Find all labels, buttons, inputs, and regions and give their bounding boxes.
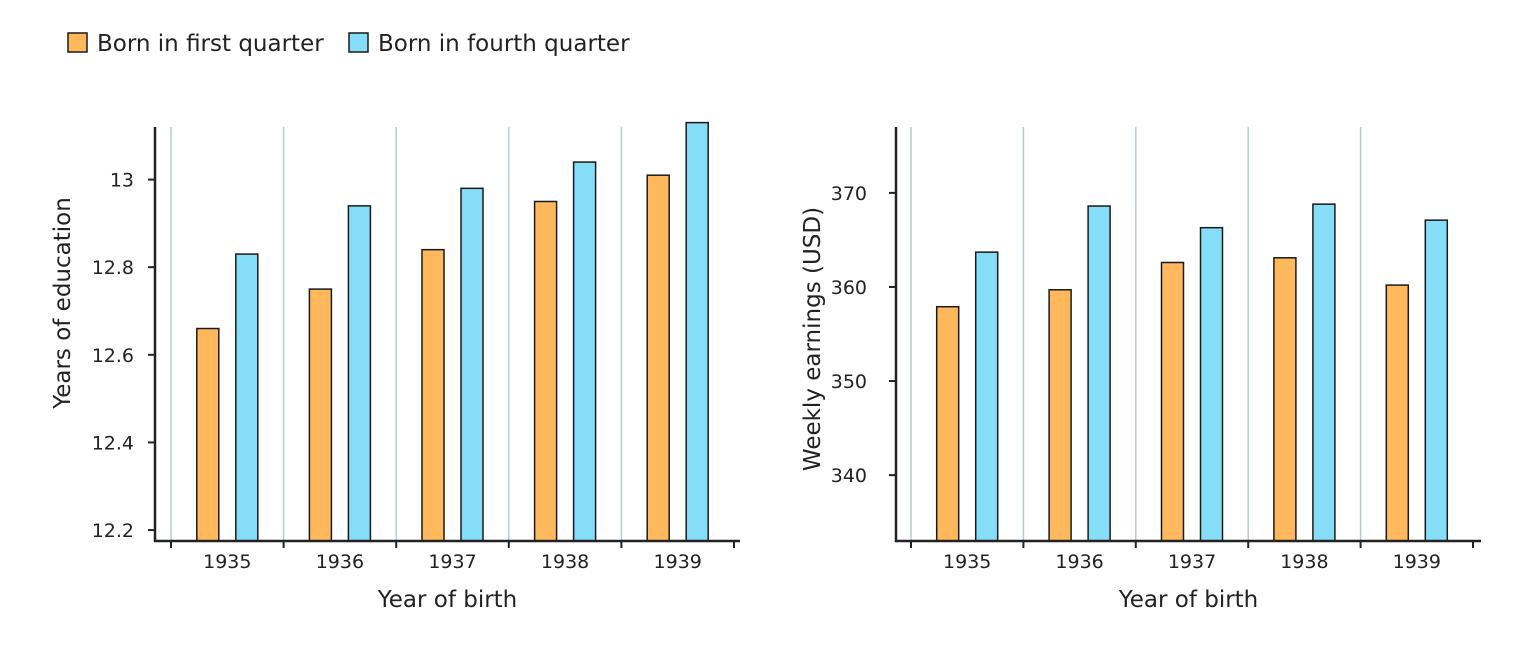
x-tick-label-1939: 1939 [654, 551, 702, 573]
bar-fourth-quarter-1937 [1199, 226, 1224, 542]
bar-fourth-quarter-1939 [1424, 219, 1449, 542]
x-axis-title: Year of birth [1118, 587, 1259, 613]
bar-first-quarter-1939 [1385, 284, 1410, 542]
y-tick-label-13: 13 [110, 170, 134, 192]
bar-fourth-quarter-1936 [1087, 205, 1111, 542]
y-tick-label-12-6: 12.6 [92, 345, 134, 367]
bar-fourth-quarter-1935 [235, 253, 259, 542]
bar-fourth-quarter-1935 [974, 251, 999, 542]
bar-first-quarter-1938 [1273, 257, 1297, 542]
y-tick-label-340: 340 [831, 465, 867, 487]
x-tick-label-1937: 1937 [1168, 551, 1216, 573]
legend: Born in first quarter Born in fourth qua… [67, 31, 630, 57]
bar-fourth-quarter-1939 [685, 121, 709, 542]
bar-first-quarter-1935 [196, 327, 220, 542]
education-chart: 12.2 12.4 12.6 12.8 13 1935 1936 1937 1938 1939 Ye… [50, 121, 740, 613]
x-tick-label-1936: 1936 [316, 551, 364, 573]
legend-swatch-first-quarter [67, 32, 88, 53]
x-tick-label-1938: 1938 [1280, 551, 1328, 573]
legend-item-first-quarter: Born in first quarter [67, 31, 324, 57]
y-tick-label-360: 360 [831, 277, 867, 299]
legend-label-fourth-quarter: Born in fourth quarter [378, 31, 630, 57]
bar-fourth-quarter-1938 [572, 161, 597, 542]
y-axis-title: Years of education [50, 197, 76, 410]
bar-first-quarter-1936 [1048, 289, 1072, 542]
y-tick-label-12-8: 12.8 [92, 257, 134, 279]
y-tick-label-350: 350 [831, 371, 867, 393]
y-tick-label-12-4: 12.4 [92, 432, 134, 454]
y-tick-label-12-2: 12.2 [92, 520, 134, 542]
bar-first-quarter-1937 [421, 248, 445, 542]
x-tick-label-1935: 1935 [943, 551, 991, 573]
earnings-chart: 340 350 360 370 1935 1936 1937 1938 1939 Year of … [800, 127, 1481, 613]
x-tick-label-1938: 1938 [541, 551, 589, 573]
x-tick-label-1937: 1937 [428, 551, 476, 573]
bar-first-quarter-1937 [1160, 261, 1185, 542]
bar-fourth-quarter-1937 [460, 187, 484, 542]
legend-item-fourth-quarter: Born in fourth quarter [348, 31, 630, 57]
bar-first-quarter-1938 [533, 200, 558, 542]
x-tick-label-1936: 1936 [1055, 551, 1103, 573]
y-tick-label-370: 370 [831, 183, 867, 205]
bar-first-quarter-1939 [646, 174, 670, 542]
bar-fourth-quarter-1936 [347, 205, 372, 542]
x-tick-label-1935: 1935 [203, 551, 251, 573]
bar-first-quarter-1935 [935, 305, 960, 542]
bar-first-quarter-1936 [308, 288, 333, 542]
x-tick-label-1939: 1939 [1393, 551, 1441, 573]
legend-label-first-quarter: Born in first quarter [97, 31, 324, 57]
legend-swatch-fourth-quarter [348, 32, 369, 53]
x-axis-title: Year of birth [377, 587, 518, 613]
y-axis-title: Weekly earnings (USD) [800, 207, 826, 471]
bar-fourth-quarter-1938 [1312, 203, 1336, 542]
